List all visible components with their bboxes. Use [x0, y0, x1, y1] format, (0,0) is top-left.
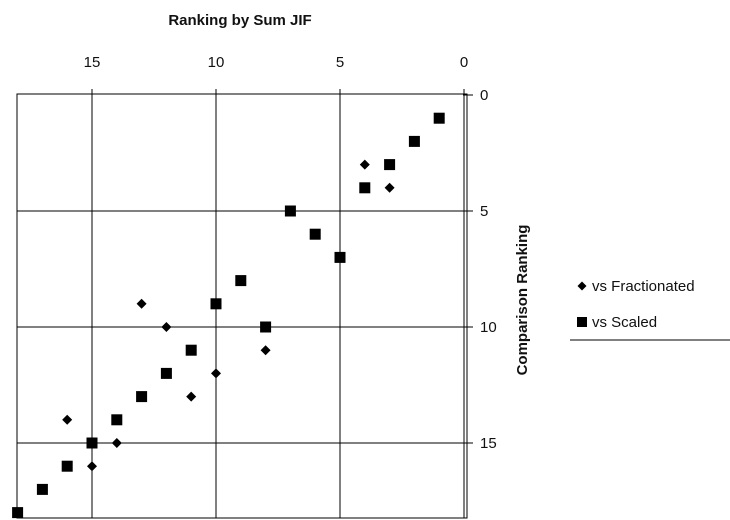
- square-point: [408, 135, 420, 147]
- legend-marker-diamond: [577, 281, 587, 291]
- y-tick-label: 10: [480, 319, 497, 336]
- square-point: [185, 344, 197, 356]
- x-axis-title: Ranking by Sum JIF: [168, 12, 311, 29]
- legend-item-vs-fractionated: vs Fractionated: [577, 278, 695, 295]
- diamond-point: [384, 182, 395, 193]
- x-tick-label: 15: [84, 54, 101, 71]
- x-tick-label: 0: [460, 54, 468, 71]
- square-point: [86, 437, 98, 449]
- y-tick-label: 0: [480, 87, 488, 104]
- diamond-point: [161, 322, 172, 332]
- square-point: [384, 159, 396, 171]
- square-point: [160, 367, 172, 379]
- series-vs-fractionated: [12, 113, 445, 518]
- square-point: [210, 298, 222, 310]
- legend-label-vs-scaled: vs Scaled: [592, 314, 657, 331]
- legend-label-vs-fractionated: vs Fractionated: [592, 278, 695, 295]
- diamond-point: [186, 391, 197, 402]
- x-tick-label: 5: [336, 54, 344, 71]
- legend-item-vs-scaled: vs Scaled: [577, 314, 657, 331]
- square-point: [235, 275, 247, 287]
- legend: vs Fractionated vs Scaled: [570, 278, 730, 341]
- plot-area-border: [16, 93, 468, 519]
- legend-marker-square: [577, 317, 587, 327]
- diamond-point: [260, 345, 271, 356]
- square-point: [12, 507, 24, 519]
- diamond-point: [62, 414, 73, 425]
- data-points: [12, 112, 445, 519]
- square-point: [260, 321, 272, 333]
- square-point: [136, 391, 148, 403]
- diamond-point: [111, 438, 122, 448]
- x-tick-label: 10: [208, 54, 225, 71]
- square-point: [433, 112, 445, 124]
- y-axis-title: Comparison Ranking: [514, 225, 531, 376]
- diamond-point: [359, 159, 370, 170]
- diamond-point: [87, 461, 97, 472]
- diamond-point: [211, 368, 221, 379]
- square-point: [359, 182, 371, 194]
- axis-ticks: 15 10 5 00 5 10 15: [84, 54, 497, 452]
- square-point: [334, 251, 346, 263]
- square-point: [309, 228, 321, 240]
- square-point: [61, 460, 73, 472]
- y-tick-label: 5: [480, 203, 488, 220]
- y-tick-label: 15: [480, 435, 497, 452]
- square-point: [36, 483, 48, 495]
- series-vs-scaled: [12, 112, 445, 519]
- square-point: [111, 414, 123, 426]
- grid-lines: [17, 94, 467, 518]
- square-point: [284, 205, 296, 217]
- diamond-point: [136, 298, 147, 309]
